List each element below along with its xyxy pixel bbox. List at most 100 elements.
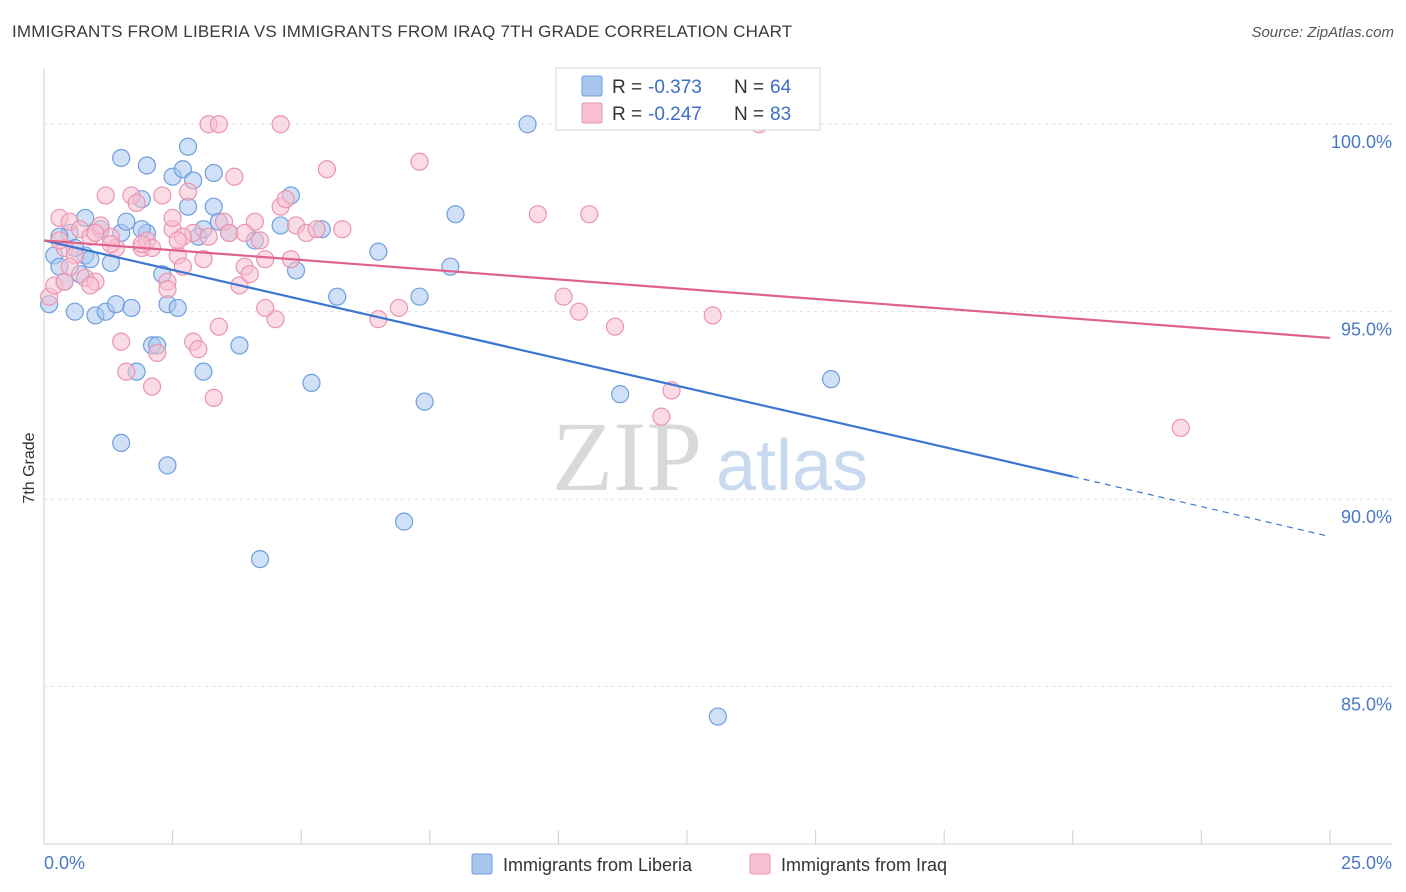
iraq-point — [703, 306, 722, 325]
iraq-point — [60, 257, 79, 276]
liberia-point — [611, 385, 630, 404]
stats-legend: R = -0.373 N = 64 R = -0.247 N = 83 — [555, 67, 821, 131]
iraq-point — [178, 182, 198, 201]
bottom-legend: Immigrants from Liberia Immigrants from … — [471, 853, 947, 875]
liberia-point — [302, 373, 321, 392]
trend-lines — [43, 239, 1331, 538]
source-label: Source: ZipAtlas.com — [1251, 24, 1394, 41]
liberia-point — [415, 392, 434, 411]
bottom-legend-label-liberia: Immigrants from Liberia — [503, 855, 693, 875]
legend-r-label-iraq: R = — [612, 104, 642, 125]
iraq-point — [569, 302, 589, 321]
iraq-point — [225, 167, 244, 186]
iraq-point — [86, 223, 105, 243]
iraq-point — [554, 287, 573, 306]
iraq-point — [271, 115, 290, 134]
liberia-point — [194, 362, 213, 381]
iraq-point — [142, 377, 162, 396]
trend-line-iraq — [43, 239, 1331, 340]
y-tick-label: 95.0% — [1341, 320, 1392, 340]
iraq-point — [189, 340, 208, 359]
legend-swatch-iraq — [581, 102, 603, 124]
iraq-point — [235, 223, 254, 243]
liberia-point — [271, 216, 290, 235]
iraq-point — [250, 231, 270, 250]
iraq-point — [163, 208, 182, 228]
liberia-point — [117, 212, 136, 231]
liberia-point — [168, 298, 187, 318]
iraq-point — [204, 388, 223, 407]
series-liberia-points — [40, 115, 841, 726]
iraq-point — [240, 265, 259, 284]
bottom-legend-label-iraq: Immigrants from Iraq — [781, 855, 947, 875]
axes — [43, 68, 1392, 845]
legend-r-label-liberia: R = — [612, 77, 642, 98]
x-ticks — [43, 830, 1331, 844]
trend-line-liberia-extension — [1072, 476, 1331, 538]
legend-swatch-liberia — [581, 75, 603, 97]
iraq-point — [307, 220, 326, 239]
y-tick-label: 85.0% — [1341, 695, 1392, 715]
iraq-point — [117, 362, 136, 381]
iraq-point — [266, 310, 285, 329]
iraq-point — [220, 223, 239, 243]
liberia-point — [410, 287, 429, 306]
iraq-point — [209, 317, 228, 336]
iraq-point — [81, 276, 100, 295]
liberia-point — [518, 115, 537, 134]
iraq-point — [112, 332, 131, 351]
iraq-point — [333, 220, 352, 239]
liberia-point — [112, 433, 131, 452]
iraq-point — [317, 160, 337, 179]
iraq-point — [256, 298, 275, 318]
iraq-point — [153, 186, 172, 205]
y-tick-label: 90.0% — [1341, 507, 1392, 527]
iraq-point — [199, 227, 218, 246]
x-tick-label-min: 0.0% — [44, 853, 85, 873]
liberia-point — [65, 302, 84, 321]
liberia-point — [122, 298, 141, 318]
iraq-point — [168, 231, 187, 250]
legend-n-value-liberia: 64 — [770, 77, 792, 98]
liberia-point — [112, 148, 131, 168]
iraq-point — [389, 298, 409, 318]
trend-line-liberia — [43, 239, 1074, 478]
iraq-point — [605, 317, 625, 336]
liberia-point — [204, 163, 223, 183]
iraq-point — [256, 250, 275, 269]
liberia-point — [158, 456, 177, 475]
liberia-point — [708, 707, 727, 726]
y-axis-title: 7th Grade — [21, 432, 38, 503]
iraq-point — [1171, 418, 1190, 437]
legend-n-label-liberia: N = — [734, 77, 764, 98]
legend-r-value-iraq: -0.247 — [648, 104, 702, 125]
chart-title: IMMIGRANTS FROM LIBERIA VS IMMIGRANTS FR… — [12, 22, 793, 41]
liberia-point — [250, 549, 270, 569]
liberia-point — [446, 205, 465, 224]
iraq-point — [209, 115, 228, 134]
legend-n-label-iraq: N = — [734, 104, 764, 125]
liberia-point — [173, 160, 192, 179]
legend-r-value-liberia: -0.373 — [648, 77, 702, 98]
watermark-atlas: atlas — [716, 426, 868, 506]
watermark: ZIP atlas — [552, 401, 868, 512]
liberia-point — [137, 156, 156, 175]
y-tick-labels: 100.0% 95.0% 90.0% 85.0% — [1331, 132, 1392, 714]
iraq-point — [127, 193, 146, 213]
liberia-point — [394, 512, 414, 531]
gridlines — [44, 123, 1392, 688]
iraq-point — [652, 407, 671, 426]
iraq-point — [96, 186, 115, 205]
iraq-point — [410, 152, 429, 171]
iraq-point — [245, 212, 265, 231]
iraq-point — [276, 190, 295, 209]
liberia-point — [178, 137, 198, 156]
x-tick-label-max: 25.0% — [1341, 853, 1392, 873]
legend-n-value-iraq: 83 — [770, 104, 791, 125]
bottom-legend-swatch-iraq — [749, 853, 771, 875]
liberia-point — [106, 295, 126, 314]
liberia-point — [369, 242, 388, 261]
liberia-point — [230, 336, 249, 355]
watermark-zip: ZIP — [552, 401, 702, 512]
